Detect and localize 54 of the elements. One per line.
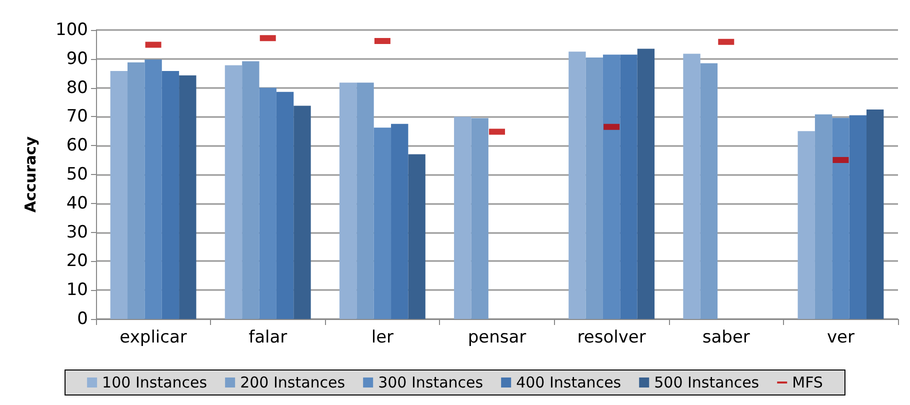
x-tick-label: falar bbox=[248, 328, 288, 348]
bar bbox=[586, 57, 603, 319]
bar bbox=[259, 88, 276, 319]
bar bbox=[568, 52, 586, 319]
legend-label: 500 Instances bbox=[654, 374, 760, 392]
x-tick-label: ler bbox=[371, 328, 394, 348]
y-tick-label: 70 bbox=[66, 106, 88, 127]
bar bbox=[602, 54, 620, 319]
legend-label: 400 Instances bbox=[516, 374, 622, 392]
bar bbox=[700, 63, 718, 319]
bar bbox=[849, 115, 866, 319]
x-tick-label: ver bbox=[826, 328, 854, 348]
y-tick-label: 90 bbox=[66, 48, 88, 69]
legend-label: 300 Instances bbox=[378, 374, 484, 392]
y-tick-label: 60 bbox=[66, 136, 88, 156]
legend-label: 200 Instances bbox=[240, 374, 346, 392]
bar bbox=[683, 54, 700, 319]
bar bbox=[356, 82, 374, 319]
y-tick-label: 30 bbox=[66, 222, 88, 242]
y-tick-label: 20 bbox=[66, 251, 88, 272]
legend-label: MFS bbox=[792, 374, 823, 392]
bar bbox=[866, 109, 884, 319]
bar bbox=[798, 131, 815, 319]
y-tick-label: 0 bbox=[77, 309, 88, 329]
bar bbox=[276, 92, 294, 319]
bar bbox=[110, 71, 128, 319]
bar bbox=[374, 128, 392, 319]
bar bbox=[832, 118, 850, 319]
y-tick-label: 40 bbox=[66, 193, 88, 214]
y-tick-label: 80 bbox=[66, 78, 88, 98]
bar bbox=[637, 48, 655, 319]
x-tick-label: pensar bbox=[468, 328, 526, 348]
bar bbox=[294, 106, 311, 319]
y-axis-title: Accuracy bbox=[22, 136, 40, 213]
y-tick-label: 50 bbox=[66, 164, 88, 184]
bar bbox=[144, 59, 162, 319]
y-tick-label: 10 bbox=[66, 280, 88, 300]
bar bbox=[408, 154, 426, 319]
bar bbox=[339, 82, 357, 319]
x-tick-label: explicar bbox=[120, 328, 187, 348]
bar bbox=[162, 71, 180, 319]
bar bbox=[242, 61, 260, 319]
bar bbox=[454, 116, 472, 319]
bar bbox=[620, 54, 638, 319]
bar bbox=[128, 62, 145, 319]
bar bbox=[179, 75, 196, 319]
x-tick-label: resolver bbox=[577, 328, 646, 348]
x-tick-label: saber bbox=[702, 328, 750, 348]
bar bbox=[471, 118, 488, 319]
bar bbox=[224, 65, 242, 319]
y-tick-label: 100 bbox=[56, 20, 88, 40]
legend-label: 100 Instances bbox=[102, 374, 208, 392]
bar bbox=[391, 124, 408, 319]
bar bbox=[814, 114, 832, 319]
